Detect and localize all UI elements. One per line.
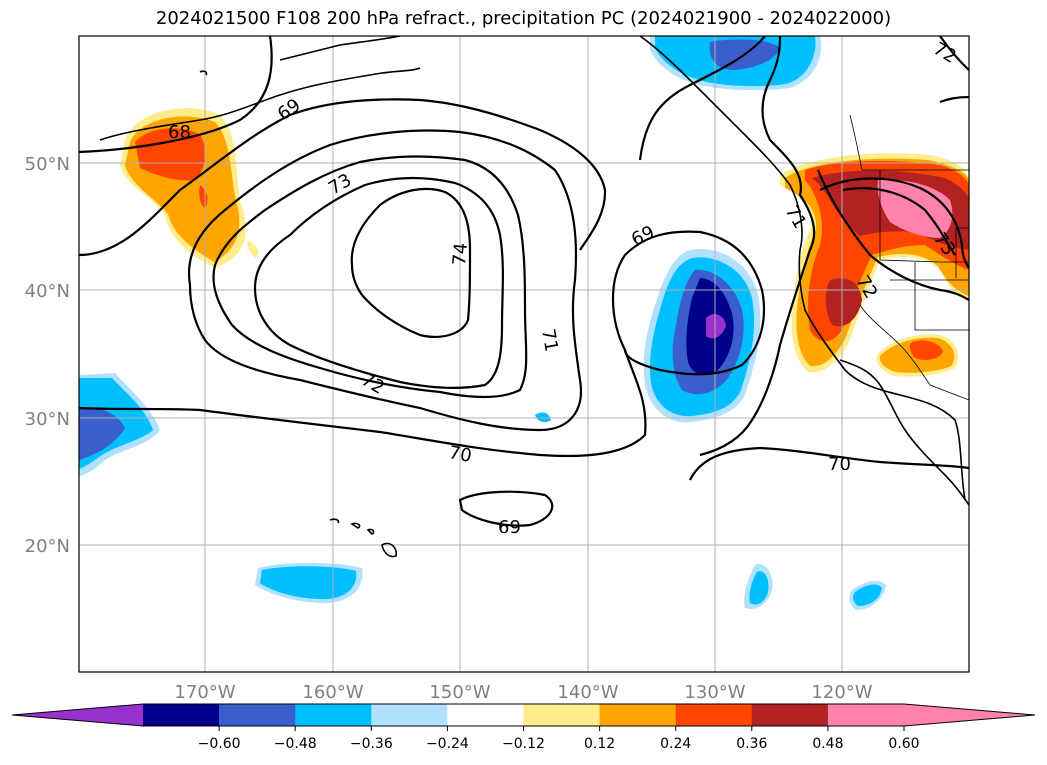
contour-label: 74 bbox=[449, 242, 472, 267]
contour-label: 69 bbox=[498, 517, 521, 538]
colorbar-segment bbox=[599, 704, 677, 726]
political-borders bbox=[849, 114, 969, 401]
lat-label: 50°N bbox=[25, 154, 70, 175]
lon-label: 140°W bbox=[557, 682, 618, 703]
map-frame bbox=[78, 35, 970, 673]
lat-label: 40°N bbox=[25, 281, 70, 302]
colorbar-tick-label: 0.36 bbox=[736, 736, 767, 752]
colorbar-tick-label: 0.12 bbox=[584, 736, 615, 752]
longitude-labels: 170°W 160°W 150°W 140°W 130°W 120°W bbox=[174, 682, 872, 703]
colorbar-tick-label: −0.24 bbox=[426, 736, 469, 752]
latitude-labels: 50°N 40°N 30°N 20°N bbox=[25, 154, 70, 557]
colorbar-segment bbox=[827, 704, 905, 726]
colorbar-tick-label: −0.60 bbox=[198, 736, 241, 752]
colorbar-outline bbox=[11, 703, 1036, 727]
contour-label: 68 bbox=[168, 122, 191, 143]
lon-label: 170°W bbox=[174, 682, 235, 703]
colorbar-tick-label: 0.48 bbox=[812, 736, 843, 752]
map-title: 2024021500 F108 200 hPa refract., precip… bbox=[155, 8, 892, 29]
colorbar-segment bbox=[675, 704, 753, 726]
contour-label: 70 bbox=[447, 442, 473, 467]
colorbar-segment bbox=[219, 704, 296, 726]
colorbar-segment bbox=[143, 704, 220, 726]
lat-label: 20°N bbox=[25, 536, 70, 557]
colorbar-extend-low bbox=[12, 704, 143, 726]
lon-label: 150°W bbox=[429, 682, 490, 703]
colorbar-segment bbox=[447, 704, 524, 726]
colorbar-extend-high bbox=[904, 704, 1035, 726]
colorbar-tick-label: 0.60 bbox=[888, 736, 919, 752]
lat-label: 30°N bbox=[25, 409, 70, 430]
refractivity-contours bbox=[79, 36, 969, 527]
colorbar-tick-label: −0.48 bbox=[274, 736, 317, 752]
colorbar-segment bbox=[295, 704, 372, 726]
colorbar-segment bbox=[751, 704, 829, 726]
lon-label: 160°W bbox=[302, 682, 363, 703]
colorbar-tick-label: 0.24 bbox=[660, 736, 691, 752]
contour-label: 70 bbox=[828, 454, 851, 475]
contour-label: 71 bbox=[537, 327, 562, 353]
colorbar-tick-label: −0.12 bbox=[502, 736, 545, 752]
colorbar-tick-label: −0.36 bbox=[350, 736, 393, 752]
colorbar-segment bbox=[371, 704, 448, 726]
colorbar: −0.60 −0.48 −0.36 −0.24 −0.12 0.12 0.24 0.36 0.4… bbox=[11, 703, 1036, 752]
lon-label: 130°W bbox=[684, 682, 745, 703]
lon-label: 120°W bbox=[811, 682, 872, 703]
colorbar-segment bbox=[523, 704, 601, 726]
